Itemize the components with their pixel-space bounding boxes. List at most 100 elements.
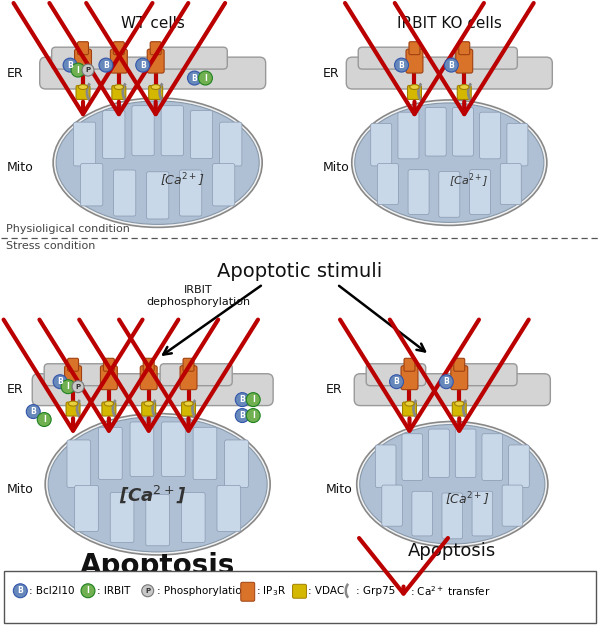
FancyBboxPatch shape [455,47,517,69]
FancyBboxPatch shape [160,364,232,386]
Circle shape [136,58,149,72]
Circle shape [246,409,260,423]
FancyBboxPatch shape [458,364,517,386]
FancyBboxPatch shape [428,429,449,478]
FancyBboxPatch shape [412,492,433,536]
FancyBboxPatch shape [67,440,91,488]
FancyBboxPatch shape [112,85,126,100]
Text: B: B [67,61,73,70]
FancyBboxPatch shape [146,172,169,219]
FancyBboxPatch shape [73,122,95,166]
FancyBboxPatch shape [212,164,235,206]
FancyBboxPatch shape [502,485,523,526]
Ellipse shape [355,103,544,223]
Text: B: B [398,61,404,70]
FancyBboxPatch shape [74,49,91,73]
FancyBboxPatch shape [147,49,164,73]
Text: ER: ER [7,66,23,80]
Text: B: B [239,411,245,420]
Text: Mito: Mito [7,161,33,174]
FancyBboxPatch shape [160,47,227,69]
FancyBboxPatch shape [32,374,273,406]
FancyBboxPatch shape [404,358,415,371]
FancyBboxPatch shape [398,112,419,159]
Text: [Ca$^{2+}$]: [Ca$^{2+}$] [449,171,489,190]
FancyBboxPatch shape [407,85,421,100]
FancyBboxPatch shape [376,445,396,487]
FancyBboxPatch shape [470,170,491,214]
FancyBboxPatch shape [103,110,125,159]
FancyBboxPatch shape [65,366,82,389]
FancyBboxPatch shape [113,42,124,55]
FancyBboxPatch shape [113,170,136,216]
Ellipse shape [184,401,193,406]
Circle shape [246,393,260,406]
Text: : Ca$^{2+}$ transfer: : Ca$^{2+}$ transfer [410,584,491,598]
FancyBboxPatch shape [354,374,550,406]
Circle shape [61,380,75,394]
FancyBboxPatch shape [149,85,163,100]
Text: B: B [191,73,197,83]
FancyBboxPatch shape [130,422,154,477]
FancyBboxPatch shape [66,402,80,416]
FancyBboxPatch shape [150,42,161,55]
FancyBboxPatch shape [459,42,470,55]
Circle shape [199,71,212,85]
Circle shape [439,375,453,389]
FancyBboxPatch shape [132,106,154,155]
FancyBboxPatch shape [371,124,392,166]
FancyBboxPatch shape [456,49,473,73]
Text: I: I [67,382,70,391]
FancyBboxPatch shape [80,164,103,206]
FancyBboxPatch shape [451,366,468,389]
Circle shape [235,409,249,423]
FancyBboxPatch shape [293,584,307,598]
Circle shape [188,71,202,85]
FancyBboxPatch shape [76,85,90,100]
FancyBboxPatch shape [100,366,118,389]
Text: WT cells: WT cells [121,16,185,31]
FancyBboxPatch shape [377,164,398,204]
FancyBboxPatch shape [382,485,403,526]
Text: Apoptosis: Apoptosis [408,542,496,560]
FancyBboxPatch shape [146,495,170,546]
FancyBboxPatch shape [161,106,184,155]
Text: : Grp75: : Grp75 [356,586,395,596]
Text: P: P [85,67,91,73]
FancyBboxPatch shape [4,571,596,623]
FancyBboxPatch shape [220,122,242,166]
Ellipse shape [45,414,270,555]
Text: ER: ER [7,383,23,396]
FancyBboxPatch shape [457,85,471,100]
Text: [Ca$^{2+}$]: [Ca$^{2+}$] [160,172,205,189]
FancyBboxPatch shape [452,107,473,156]
Ellipse shape [104,401,113,406]
Circle shape [37,413,51,426]
Ellipse shape [68,401,78,406]
FancyBboxPatch shape [110,49,127,73]
Circle shape [82,64,94,76]
Circle shape [142,585,154,597]
FancyBboxPatch shape [358,47,421,69]
Ellipse shape [352,100,547,225]
FancyBboxPatch shape [366,364,426,386]
FancyBboxPatch shape [193,427,217,480]
Circle shape [445,58,458,72]
FancyBboxPatch shape [161,422,185,477]
Text: IRBIT
dephosphorylation: IRBIT dephosphorylation [146,285,251,307]
Ellipse shape [48,416,267,552]
Text: P: P [76,384,80,389]
Circle shape [99,58,113,72]
FancyBboxPatch shape [406,49,423,73]
FancyBboxPatch shape [500,164,521,204]
FancyBboxPatch shape [442,493,463,539]
FancyBboxPatch shape [455,429,476,478]
Ellipse shape [360,424,545,544]
Text: : IRBIT: : IRBIT [97,586,130,596]
Ellipse shape [144,401,154,406]
FancyBboxPatch shape [68,358,79,371]
Ellipse shape [151,85,160,90]
FancyBboxPatch shape [452,402,466,416]
Text: B: B [103,61,109,70]
FancyBboxPatch shape [402,434,422,480]
